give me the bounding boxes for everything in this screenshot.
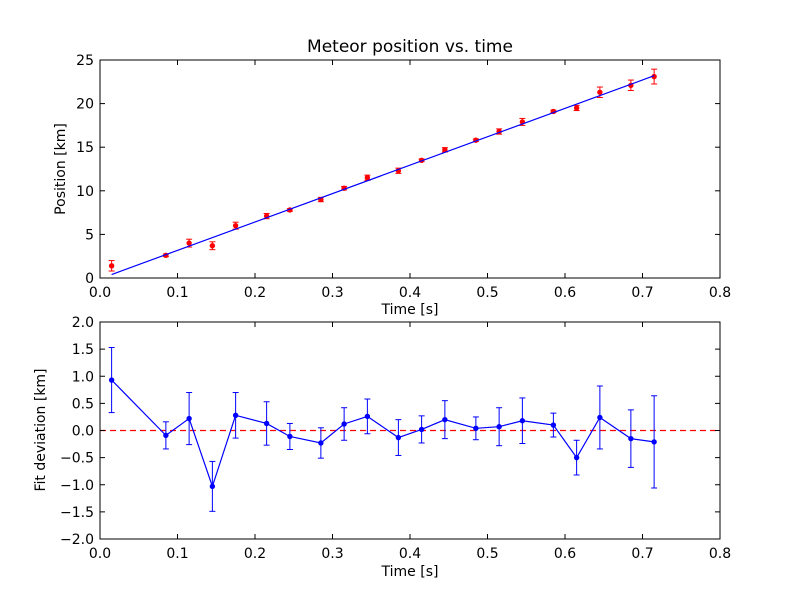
- data-point-group: [108, 346, 115, 414]
- data-point: [364, 413, 371, 420]
- data-point: [209, 243, 216, 249]
- fit-line: [111, 75, 655, 276]
- data-point: [186, 415, 192, 422]
- y-tick-label: 2.0: [72, 315, 94, 331]
- data-point-group: [317, 427, 324, 459]
- x-tick-label: 0.8: [709, 285, 731, 301]
- y-tick-label: 25: [76, 53, 94, 69]
- y-tick-label: 10: [76, 184, 94, 200]
- x-tick-label: 0.5: [476, 546, 498, 562]
- x-tick-label: 0.6: [554, 546, 576, 562]
- y-axis-label: Fit deviation [km]: [33, 368, 49, 491]
- data-point-group: [395, 419, 402, 456]
- data-point: [395, 434, 402, 441]
- data-point: [442, 416, 448, 423]
- data-point-group: [108, 260, 115, 272]
- x-axis-label: Time [s]: [381, 302, 439, 318]
- data-point: [341, 421, 347, 427]
- data-point: [651, 439, 657, 445]
- data-point-group: [496, 407, 503, 447]
- data-point: [318, 440, 324, 446]
- data-point: [163, 432, 169, 439]
- x-tick-label: 0.2: [244, 546, 266, 562]
- plot-area: [100, 60, 720, 278]
- x-tick-label: 0.0: [89, 546, 111, 562]
- y-axis-label: Position [km]: [53, 123, 69, 215]
- deviation-plot: 0.0 0.1 0.2 0.3 0.4 0.5 0.6 0.7 0.8 2.0 1.5 1.0 0.5…: [33, 315, 731, 580]
- chart-title: Meteor position vs. time: [307, 37, 513, 57]
- x-tick-label: 0.3: [321, 285, 343, 301]
- data-point: [364, 175, 371, 181]
- data-point-group: [627, 79, 634, 92]
- data-point-group: [519, 397, 526, 445]
- data-point: [473, 425, 479, 432]
- data-point-group: [418, 415, 425, 444]
- y-tick-label: 0.5: [72, 396, 94, 412]
- x-tick-label: 0.6: [554, 285, 576, 301]
- data-point: [209, 483, 216, 490]
- x-axis-label: Time [s]: [381, 564, 439, 580]
- y-tick-label: 5: [85, 227, 94, 243]
- data-point: [628, 435, 634, 442]
- data-point: [232, 222, 239, 229]
- y-tick-label: 1.5: [72, 342, 94, 358]
- data-point-group: [441, 400, 448, 440]
- x-tick-label: 0.4: [399, 285, 421, 301]
- data-point-group: [186, 392, 193, 446]
- data-point-group: [263, 401, 270, 446]
- y-tick-label: 0.0: [72, 424, 94, 440]
- data-point: [108, 377, 115, 383]
- x-tick-label: 0.4: [399, 546, 421, 562]
- data-point: [108, 263, 115, 269]
- x-tick-label: 0.1: [166, 285, 188, 301]
- data-point-group: [186, 238, 193, 248]
- data-point-group: [550, 412, 557, 438]
- data-point-group: [341, 407, 348, 441]
- data-point: [573, 105, 580, 111]
- x-tick-label: 0.7: [631, 546, 653, 562]
- y-tick-label: 15: [76, 140, 94, 156]
- y-tick-label: 0: [85, 271, 94, 287]
- x-tick-label: 0.8: [709, 546, 731, 562]
- y-tick-label: −1.0: [60, 478, 94, 494]
- data-point-group: [651, 395, 658, 489]
- y-tick-label: 1.0: [72, 369, 94, 385]
- x-tick-label: 0.1: [166, 546, 188, 562]
- data-point: [597, 414, 603, 421]
- data-point: [550, 422, 557, 428]
- data-point-group: [209, 241, 216, 251]
- y-tick-label: −1.5: [60, 505, 94, 521]
- data-point: [287, 433, 293, 440]
- data-point-group: [232, 392, 239, 439]
- y-tick-label: 20: [76, 97, 94, 113]
- x-tick-label: 0.3: [321, 546, 343, 562]
- data-point: [186, 240, 192, 246]
- y-tick-label: −2.0: [60, 532, 94, 548]
- x-tick-label: 0.2: [244, 285, 266, 301]
- data-point-group: [286, 422, 293, 450]
- x-tick-label: 0.0: [89, 285, 111, 301]
- data-point-group: [627, 409, 634, 468]
- data-point: [232, 412, 239, 419]
- data-point: [597, 89, 603, 95]
- data-point-group: [364, 398, 371, 435]
- x-tick-label: 0.7: [631, 285, 653, 301]
- data-point-group: [596, 385, 603, 450]
- data-point-group: [472, 416, 479, 441]
- x-tick-label: 0.5: [476, 285, 498, 301]
- data-point-group: [573, 439, 580, 476]
- data-point: [519, 418, 526, 424]
- y-tick-label: −0.5: [60, 451, 94, 467]
- data-point: [496, 424, 502, 430]
- data-point: [573, 454, 580, 461]
- data-point-group: [162, 421, 169, 450]
- position-plot: Meteor position vs. time 0.0 0.1 0.2 0.3 0.4…: [53, 37, 731, 318]
- data-point-group: [209, 460, 216, 512]
- data-point: [418, 426, 425, 433]
- data-point: [263, 420, 270, 427]
